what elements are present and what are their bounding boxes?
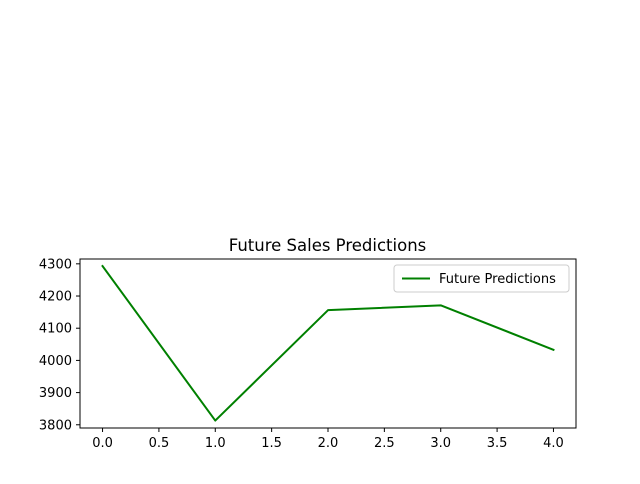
y-tick-label: 3900 [39,386,72,401]
y-tick-label: 4300 [39,257,72,272]
x-tick-label: 4.0 [543,436,564,451]
x-tick-label: 1.0 [205,436,226,451]
x-tick-label: 2.0 [318,436,339,451]
y-tick-label: 4000 [39,354,72,369]
x-tick-label: 3.0 [430,436,451,451]
x-tick-label: 1.5 [261,436,282,451]
y-tick-label: 4200 [39,290,72,305]
x-tick-label: 2.5 [374,436,395,451]
y-tick-label: 4100 [39,322,72,337]
legend-label: Future Predictions [439,272,556,287]
chart-title: Future Sales Predictions [229,236,427,255]
x-tick-label: 3.5 [487,436,508,451]
x-tick-label: 0.5 [149,436,170,451]
x-tick-label: 0.0 [92,436,113,451]
y-tick-label: 3800 [39,418,72,433]
